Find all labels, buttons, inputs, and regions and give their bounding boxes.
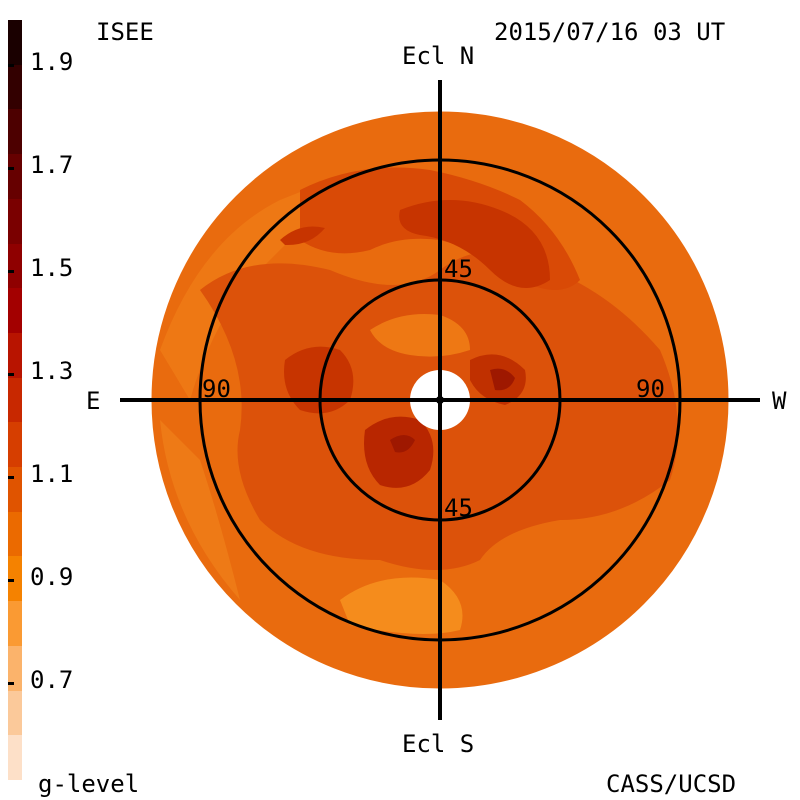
ring-label-90-left: 90	[202, 375, 231, 403]
colorbar-segment	[8, 556, 22, 602]
direction-west: W	[772, 387, 787, 415]
colorbar-tick	[8, 373, 14, 376]
colorbar-tick	[8, 476, 14, 479]
colorbar-segment	[8, 288, 22, 333]
colorbar-label: 0.7	[30, 666, 74, 694]
colorbar-segment	[8, 154, 22, 199]
colorbar-segment	[8, 601, 22, 646]
colorbar-segment	[8, 243, 22, 289]
colorbar-segment	[8, 332, 22, 378]
colorbar-tick	[8, 167, 14, 170]
colorbar-segment	[8, 690, 22, 736]
timestamp-label: 2015/07/16 03 UT	[494, 18, 726, 46]
colorbar-segment	[8, 422, 22, 468]
colorbar-segment	[8, 20, 22, 65]
credit-label: CASS/UCSD	[606, 770, 737, 798]
colorbar-segment	[8, 109, 22, 155]
direction-north: Ecl N	[402, 42, 475, 70]
ring-label-45-bottom: 45	[444, 494, 473, 522]
colorbar-label: 1.1	[30, 460, 74, 488]
ring-label-45-top: 45	[444, 255, 473, 283]
direction-east: E	[86, 387, 101, 415]
colorbar-tick	[8, 682, 14, 685]
colorbar-tick	[8, 270, 14, 273]
colorbar-title: g-level	[38, 770, 140, 798]
colorbar-label: 1.5	[30, 254, 74, 282]
colorbar-tick	[8, 579, 14, 582]
colorbar-label: 1.9	[30, 48, 74, 76]
colorbar-label: 0.9	[30, 563, 74, 591]
direction-south: Ecl S	[402, 730, 475, 758]
g-level-colorbar	[8, 20, 22, 780]
colorbar-segment	[8, 645, 22, 691]
colorbar-segment	[8, 377, 22, 423]
colorbar-label: 1.3	[30, 357, 74, 385]
observatory-label: ISEE	[96, 18, 154, 46]
ring-label-90-right: 90	[636, 375, 665, 403]
colorbar-segment	[8, 64, 22, 110]
colorbar-label: 1.7	[30, 151, 74, 179]
colorbar-tick	[8, 64, 14, 67]
colorbar-segment	[8, 511, 22, 557]
colorbar-segment	[8, 198, 22, 244]
colorbar-segment	[8, 735, 22, 780]
